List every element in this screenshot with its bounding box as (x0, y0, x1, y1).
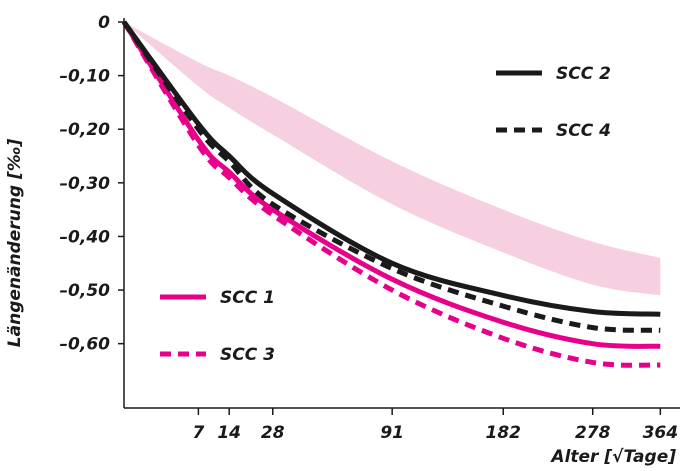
x-tick-label: 364 (643, 423, 679, 443)
x-tick-group: 7 14 28 91 182 278 364 (192, 408, 678, 443)
y-tick-label: –0,40 (60, 227, 111, 247)
series-line-scc-3 (121, 20, 661, 368)
y-tick-group: 0 –0,10 –0,20 –0,30 –0,40 –0,50 –0,60 (60, 13, 124, 355)
x-tick-label: 28 (261, 423, 285, 443)
legend-label-scc-2: SCC 2 (556, 64, 611, 84)
x-tick-label: 14 (217, 423, 241, 443)
x-axis-title: Alter [√Tage] (549, 447, 676, 467)
x-tick-label: 91 (380, 423, 404, 443)
series-line-scc-2 (121, 20, 661, 317)
series-layer (121, 20, 661, 368)
y-tick-label: –0,30 (60, 174, 111, 194)
legend-label-scc-3: SCC 3 (220, 345, 275, 365)
series-line-scc-4 (121, 20, 661, 333)
y-tick-label: 0 (98, 13, 110, 33)
x-tick-label: 7 (192, 423, 204, 443)
series-line-scc-1 (121, 20, 661, 349)
x-tick-label: 278 (575, 423, 611, 443)
legend: SCC 2 SCC 4 SCC 1 SCC 3 (160, 64, 611, 365)
x-tick-label: 182 (485, 423, 521, 443)
y-axis-title: Längenänderung [‰] (5, 139, 25, 348)
y-tick-label: –0,10 (60, 67, 111, 87)
y-tick-label: –0,20 (60, 120, 111, 140)
legend-label-scc-1: SCC 1 (220, 288, 275, 308)
range-band-layer (124, 22, 661, 296)
range-band (124, 22, 661, 296)
y-tick-label: –0,50 (60, 281, 111, 301)
legend-label-scc-4: SCC 4 (556, 121, 611, 141)
y-tick-label: –0,60 (60, 335, 111, 355)
